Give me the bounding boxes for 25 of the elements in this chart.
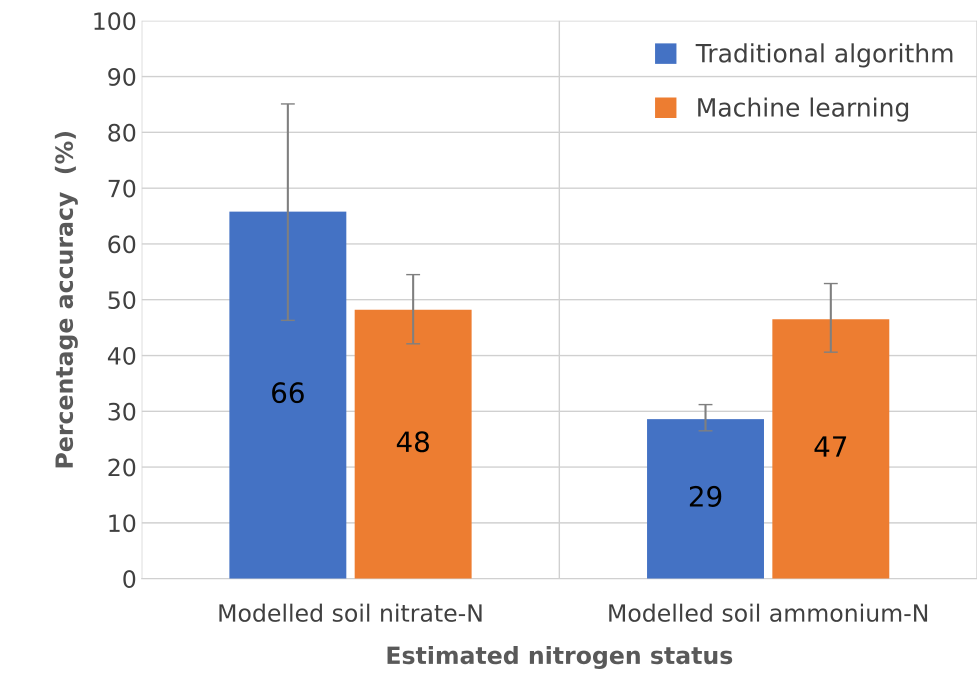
y-axis-title: Percentage accuracy (%) — [54, 132, 78, 468]
legend-label: Traditional algorithm — [696, 43, 952, 68]
y-tick-label: 10 — [109, 514, 136, 532]
x-tick-label: Modelled soil nitrate-N — [219, 604, 482, 622]
bar — [354, 310, 472, 579]
legend-label: Machine learning — [698, 97, 908, 122]
y-tick-label: 70 — [108, 180, 136, 198]
x-axis-title: Estimated nitrogen status — [388, 646, 732, 669]
y-tick-label: 90 — [108, 68, 136, 86]
data-label: 29 — [690, 486, 722, 507]
y-tick-label: 0 — [123, 570, 136, 588]
y-tick-label: 80 — [108, 124, 136, 142]
y-tick-label: 20 — [108, 458, 136, 476]
bar — [647, 419, 764, 579]
x-tick-label: Modelled soil ammonium-N — [609, 604, 928, 622]
bar — [772, 319, 890, 579]
data-label: 66 — [272, 382, 304, 404]
data-label: 48 — [396, 431, 429, 452]
bar — [229, 212, 346, 579]
y-tick-label: 100 — [94, 12, 136, 30]
data-label: 47 — [814, 436, 846, 457]
y-tick-label: 40 — [108, 346, 136, 365]
y-tick-label: 50 — [108, 291, 136, 310]
y-tick-label: 30 — [108, 402, 136, 421]
y-tick-label: 60 — [108, 235, 136, 254]
